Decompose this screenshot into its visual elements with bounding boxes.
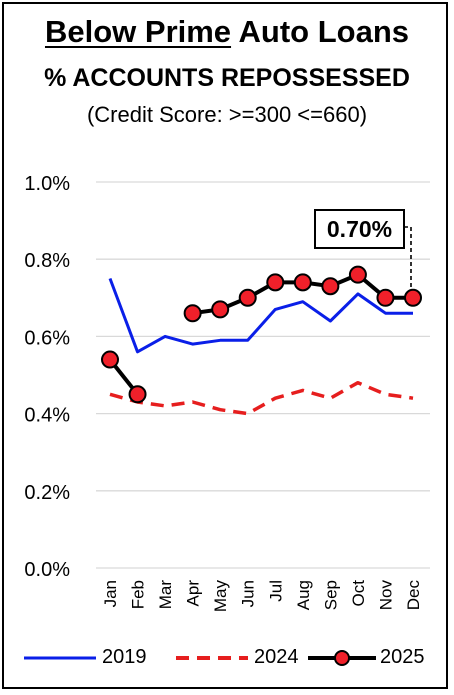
chart-title-rest: Auto Loans <box>231 14 410 49</box>
x-tick-label: Oct <box>349 580 368 607</box>
series-2025-point <box>266 273 285 292</box>
legend-label-2019: 2019 <box>102 646 147 668</box>
series-2024-line <box>109 380 414 416</box>
x-tick-label: Jun <box>239 580 258 607</box>
legend-swatch-2024 <box>176 656 248 660</box>
x-tick-label: Sep <box>321 580 340 610</box>
y-tick-label: 1.0% <box>24 173 70 195</box>
chart-title: Below Prime Auto Loans <box>0 14 454 50</box>
series-2025-point <box>321 277 340 296</box>
legend-item-2019: 2019 <box>20 644 160 672</box>
legend-swatch-2019 <box>24 656 96 660</box>
x-tick-label: May <box>211 580 230 613</box>
series-2025-point <box>101 350 119 369</box>
y-tick-label: 0.4% <box>24 405 70 427</box>
chart-frame <box>2 2 448 689</box>
legend-item-2024: 2024 <box>172 644 312 672</box>
legend-item-2025: 2025 <box>304 644 444 672</box>
callout-box <box>314 209 405 249</box>
x-tick-label: Jul <box>266 580 285 602</box>
chart-note: (Credit Score: >=300 <=660) <box>86 102 368 127</box>
chart-title-underlined: Below Prime <box>44 14 232 49</box>
series-2025-point <box>376 288 395 307</box>
series-2025-point <box>128 385 147 404</box>
legend-label-2024: 2024 <box>254 646 299 668</box>
x-tick-label: Jan <box>101 580 120 607</box>
series-2025-point <box>404 288 422 307</box>
series-2019-line <box>108 277 413 354</box>
series-2025-point <box>293 273 312 292</box>
x-tick-label: Nov <box>376 580 395 611</box>
legend: 2019 2024 2025 <box>0 644 454 672</box>
series-2025-point <box>238 288 257 307</box>
y-tick-label: 0.0% <box>24 559 70 581</box>
chart-subtitle: % ACCOUNTS REPOSSESSED <box>44 64 410 92</box>
y-tick-label: 0.6% <box>24 327 70 349</box>
series-2025-point <box>183 304 202 323</box>
x-tick-label: Aug <box>294 580 313 610</box>
series-2025-point <box>211 300 230 319</box>
callout-label: 0.70% <box>327 216 392 242</box>
y-tick-label: 0.2% <box>24 482 70 504</box>
x-tick-label: Apr <box>184 580 203 607</box>
legend-swatch-2025 <box>308 650 376 666</box>
x-tick-label: Feb <box>129 580 148 609</box>
y-tick-label: 0.8% <box>24 250 70 272</box>
x-tick-label: Dec <box>404 580 423 611</box>
legend-label-2025: 2025 <box>380 646 425 668</box>
callout-leader <box>404 226 412 289</box>
series-2025-point <box>348 265 367 284</box>
x-tick-label: Mar <box>156 580 175 610</box>
